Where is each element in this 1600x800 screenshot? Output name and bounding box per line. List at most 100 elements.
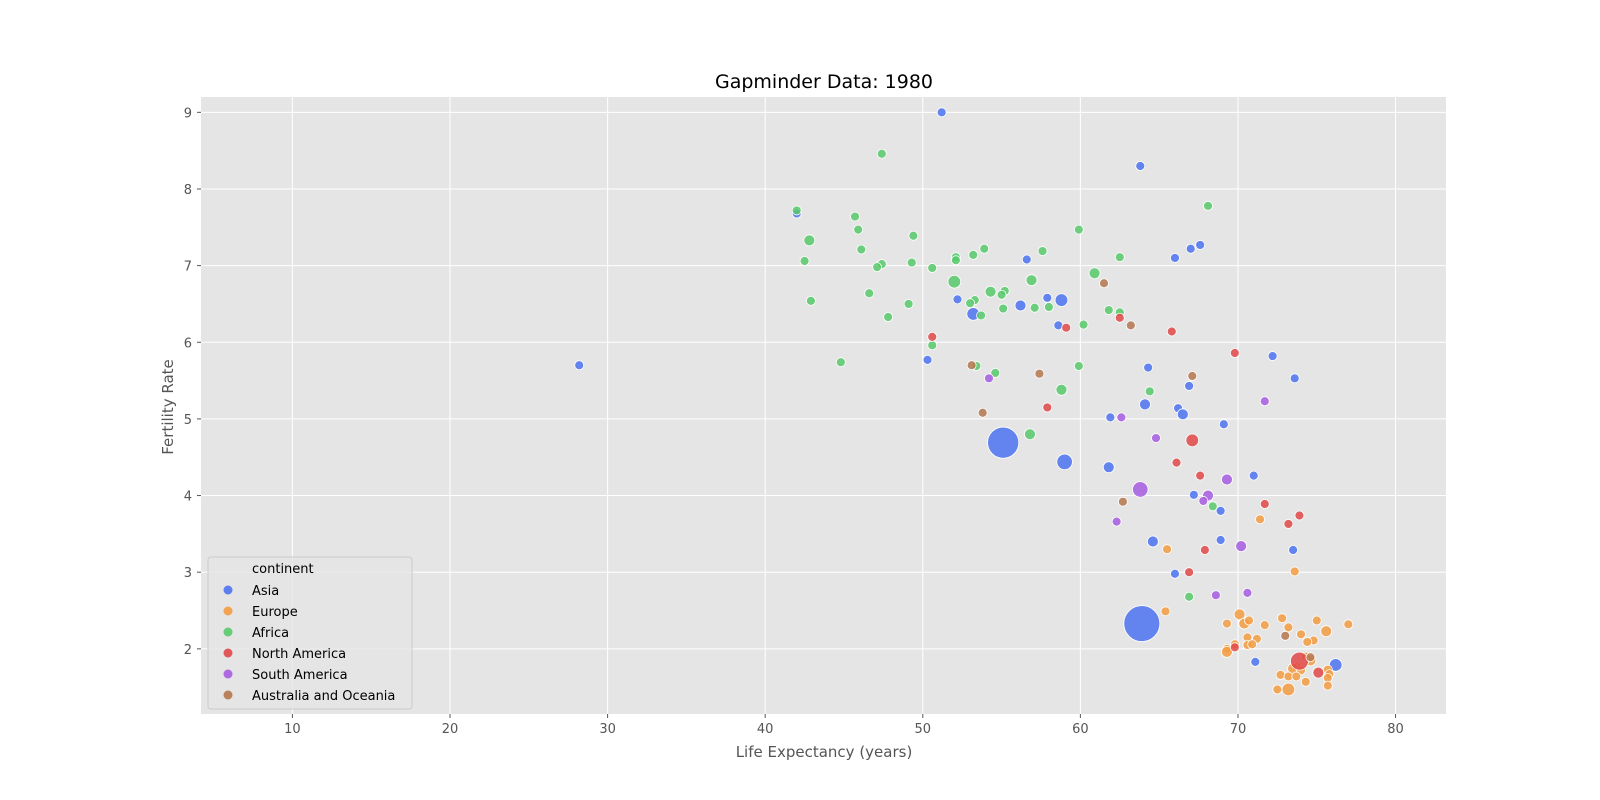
legend-entry-north-america: North America [252,647,346,662]
data-point [1073,361,1084,371]
data-point [1259,396,1270,407]
data-point [1139,398,1151,411]
data-point [908,230,919,241]
data-point [1162,544,1172,555]
legend-entry-africa: Africa [252,626,289,641]
y-tick-label: 9 [184,106,192,121]
data-point [984,373,994,384]
data-point [1055,383,1068,396]
legend-title: continent [252,562,314,577]
data-point [1305,652,1316,663]
data-point [996,289,1007,300]
data-point [850,211,860,222]
data-point [903,299,914,309]
data-point [1170,568,1180,579]
data-point [799,256,810,266]
scatter-points [574,107,1354,697]
data-point [906,257,917,268]
data-point [1198,496,1209,506]
data-point [1283,622,1294,633]
data-point [1211,590,1221,601]
series-europe [1160,514,1354,697]
data-point [1184,381,1195,391]
data-point [1116,412,1127,423]
data-point [1291,671,1302,682]
legend-marker-south-america [223,669,233,679]
data-point [1144,386,1155,397]
data-point [1170,253,1180,263]
legend-entry-asia: Asia [252,584,279,599]
series-australia-and-oceania [966,278,1316,663]
data-point [872,262,882,273]
data-point [952,294,963,305]
legend-marker-europe [223,606,233,616]
legend-entry-europe: Europe [252,605,298,620]
data-point [1283,519,1294,529]
data-point [1300,676,1311,687]
data-point [927,332,938,342]
series-south-america [984,373,1270,601]
data-point [1290,651,1309,671]
y-tick-label: 6 [184,336,192,351]
data-point [1146,535,1159,548]
data-point [1250,656,1261,667]
data-point [1215,535,1226,545]
data-point [1267,351,1278,361]
data-point [1255,514,1265,525]
data-point [574,360,585,371]
data-point [883,312,894,322]
data-point [791,205,802,216]
data-point [1229,642,1240,653]
legend-marker-north-america [223,648,233,658]
data-point [1322,680,1333,691]
data-point [950,255,961,266]
legend-entry-south-america: South America [252,668,348,683]
data-point [1034,368,1045,379]
data-point [1125,320,1136,331]
x-tick-label: 60 [1072,722,1089,737]
data-point [1233,608,1246,621]
data-point [968,249,979,260]
legend-box [207,556,413,710]
series-north-america [927,312,1325,679]
grid-lines [201,97,1446,714]
data-point [1207,501,1218,512]
data-point [835,357,846,368]
data-point [1123,605,1161,642]
x-tick-label: 70 [1230,722,1247,737]
data-point [1135,161,1146,171]
data-point [1218,419,1229,430]
data-point [803,234,816,247]
data-point [1188,489,1199,500]
data-point [1199,545,1210,555]
data-point [1114,312,1125,323]
data-point [927,263,938,273]
data-point [1111,516,1122,527]
x-tick-label: 10 [284,722,301,737]
data-point [1184,567,1195,578]
data-point [1289,566,1300,577]
data-point [1021,254,1032,265]
data-point [1221,646,1233,658]
data-point [1343,619,1354,630]
y-tick-label: 7 [184,260,192,275]
data-point [977,407,988,418]
data-point [1103,305,1114,315]
data-point [1043,302,1054,312]
data-point [1171,457,1182,468]
data-point [1014,299,1027,312]
data-point [1244,615,1254,626]
data-point [1203,200,1213,211]
series-africa [791,148,1218,602]
legend-entry-australia-and-oceania: Australia and Oceania [252,689,395,704]
data-point [1024,428,1036,441]
data-point [1259,620,1270,630]
data-point [1302,637,1313,647]
data-point [853,224,864,235]
data-point [1037,246,1048,256]
x-tick-label: 40 [757,722,774,737]
data-point [1289,373,1300,384]
legend-marker-australia-and-oceania [223,690,233,700]
y-tick-label: 8 [184,183,192,198]
data-point [1222,618,1232,629]
